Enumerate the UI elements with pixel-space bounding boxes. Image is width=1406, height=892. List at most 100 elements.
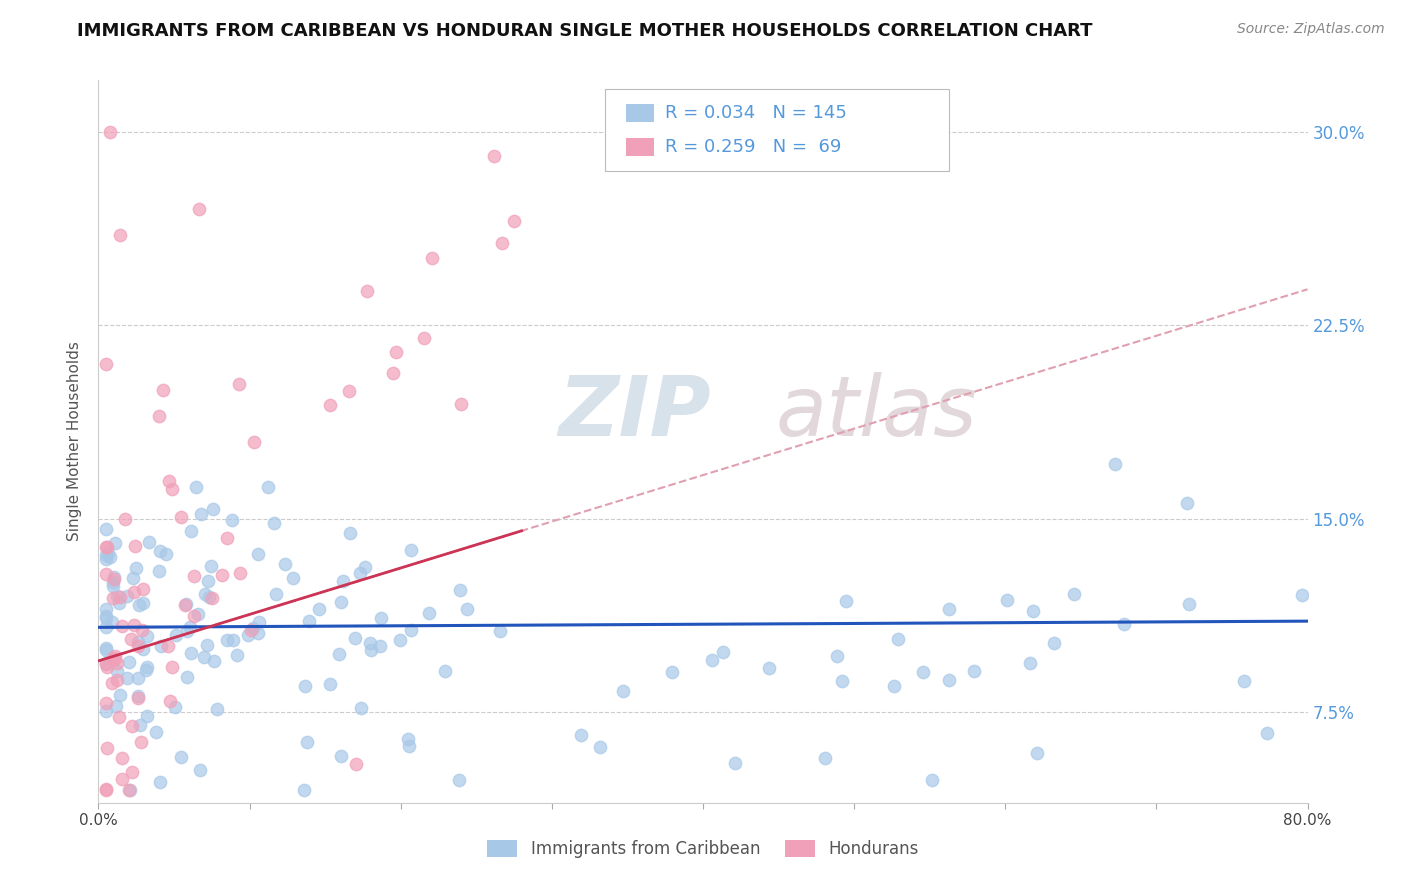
Point xyxy=(661,665,683,680)
Point xyxy=(183,609,205,624)
Point xyxy=(834,593,856,607)
Point xyxy=(295,734,318,748)
Point xyxy=(94,783,117,797)
Point xyxy=(385,344,408,359)
Point xyxy=(163,699,186,714)
Point xyxy=(104,652,127,666)
Point xyxy=(308,602,330,616)
Point xyxy=(911,665,934,679)
Point xyxy=(239,624,262,638)
Point xyxy=(831,673,853,688)
Point xyxy=(169,509,191,524)
Point xyxy=(96,660,118,674)
Point xyxy=(121,718,143,732)
Point xyxy=(242,622,264,636)
Point xyxy=(135,628,157,642)
Point xyxy=(105,699,128,714)
Point xyxy=(152,383,174,397)
Point xyxy=(449,582,471,597)
Point xyxy=(94,656,117,670)
Point xyxy=(120,632,142,646)
Point xyxy=(195,638,218,652)
Point xyxy=(136,709,159,723)
Point xyxy=(1026,747,1049,761)
Point xyxy=(344,757,367,772)
Point xyxy=(274,558,297,572)
Point xyxy=(110,228,132,243)
Point xyxy=(963,664,986,678)
Point xyxy=(399,623,422,637)
Point xyxy=(294,680,316,694)
Point xyxy=(332,574,354,589)
Point xyxy=(202,654,225,668)
Point xyxy=(263,516,285,531)
Point xyxy=(138,535,160,549)
Point xyxy=(94,608,117,623)
Point xyxy=(571,728,593,742)
Point xyxy=(256,480,278,494)
Text: R = 0.259   N =  69: R = 0.259 N = 69 xyxy=(665,138,841,156)
Point xyxy=(1021,604,1043,618)
Point xyxy=(94,611,117,625)
Point xyxy=(298,615,321,629)
Point xyxy=(176,624,198,639)
Point xyxy=(420,251,443,265)
Text: R = 0.034   N = 145: R = 0.034 N = 145 xyxy=(665,104,846,122)
Point xyxy=(94,640,117,655)
Point xyxy=(247,626,270,640)
Point xyxy=(105,656,128,670)
Point xyxy=(187,202,209,217)
Point xyxy=(157,475,180,489)
Point xyxy=(201,591,224,606)
Point xyxy=(94,357,117,371)
Point xyxy=(173,599,195,613)
Point xyxy=(190,507,212,521)
Point xyxy=(217,632,239,647)
Point xyxy=(887,632,910,646)
Point xyxy=(127,690,149,704)
Point xyxy=(104,648,127,663)
Point xyxy=(1178,597,1201,611)
Point xyxy=(228,566,250,580)
Point xyxy=(94,657,117,672)
Point xyxy=(200,558,222,573)
Point xyxy=(148,409,170,423)
Point xyxy=(94,548,117,562)
Point xyxy=(434,664,457,678)
Point xyxy=(179,620,201,634)
Point xyxy=(319,677,342,691)
Point xyxy=(127,671,149,685)
Point xyxy=(128,718,150,732)
Point xyxy=(1112,616,1135,631)
Point xyxy=(236,628,259,642)
Point xyxy=(188,764,211,778)
Point xyxy=(1104,457,1126,471)
Point xyxy=(105,673,128,687)
Point xyxy=(360,643,382,657)
Point xyxy=(1043,636,1066,650)
Point xyxy=(103,570,125,584)
Point xyxy=(1018,656,1040,670)
Point xyxy=(96,540,118,554)
Point xyxy=(354,560,377,574)
Point xyxy=(183,568,205,582)
Point xyxy=(758,661,780,675)
Point xyxy=(339,525,361,540)
Point xyxy=(94,781,117,796)
Point xyxy=(127,640,149,654)
Point xyxy=(124,539,146,553)
Point xyxy=(482,149,505,163)
Point xyxy=(98,125,121,139)
Point xyxy=(132,641,155,656)
Point xyxy=(159,694,181,708)
Point xyxy=(118,783,141,797)
Point xyxy=(198,590,221,604)
Point xyxy=(118,655,141,669)
Point xyxy=(221,633,243,648)
Point xyxy=(349,566,371,581)
Point xyxy=(724,756,747,770)
Point xyxy=(125,561,148,575)
Point xyxy=(105,589,128,603)
Point xyxy=(122,585,145,599)
Point xyxy=(121,764,143,779)
